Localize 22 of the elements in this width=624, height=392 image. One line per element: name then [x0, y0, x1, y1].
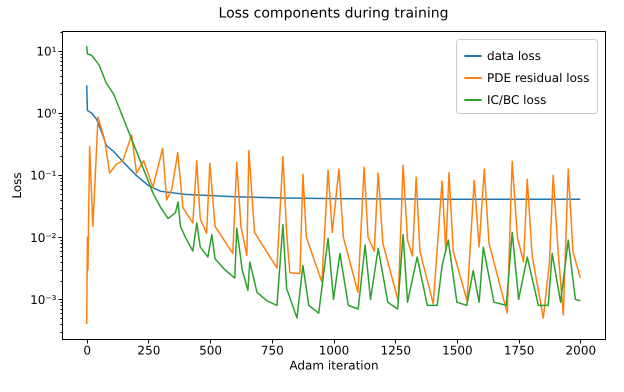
x-tick-label: 750: [260, 344, 284, 358]
x-tick-label: 0: [83, 344, 91, 358]
legend-label: data loss: [487, 49, 542, 63]
x-tick-label: 2000: [566, 344, 596, 358]
y-tick-label: 10⁻²: [30, 230, 57, 245]
legend-label: PDE residual loss: [487, 71, 590, 85]
x-tick-label: 250: [137, 344, 160, 358]
legend-label: IC/BC loss: [487, 93, 546, 107]
x-axis-title: Adam iteration: [289, 358, 379, 372]
y-tick-label: 10⁰: [36, 106, 57, 121]
y-axis-title: Loss: [10, 172, 24, 199]
chart-title: Loss components during training: [218, 5, 448, 22]
x-tick-label: 1500: [442, 344, 473, 358]
x-tick-label: 1000: [318, 344, 350, 358]
y-tick-label: 10¹: [36, 44, 57, 59]
line-series: [86, 84, 582, 200]
x-tick-label: 1750: [504, 344, 534, 358]
x-tick-label: 1250: [380, 344, 411, 358]
line-series: [86, 116, 582, 325]
x-tick-label: 500: [199, 344, 222, 358]
y-tick-label: 10⁻³: [30, 292, 57, 307]
y-tick-label: 10⁻¹: [30, 168, 57, 183]
